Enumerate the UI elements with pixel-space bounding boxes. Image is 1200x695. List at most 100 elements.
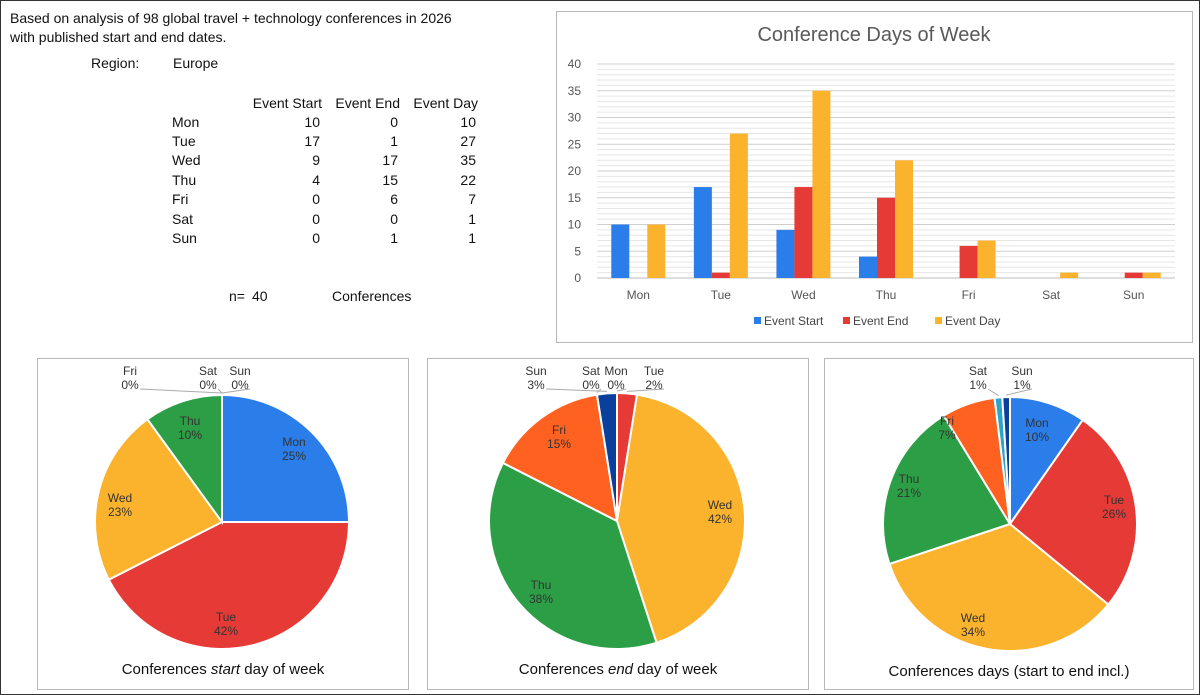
leader-line xyxy=(616,388,627,392)
summary-row-mon: Mon 10 0 10 xyxy=(169,112,478,131)
pie-label-thu: Thu xyxy=(899,472,920,486)
bar-event-day-sat xyxy=(1060,272,1079,278)
summary-cell-eventday: 7 xyxy=(468,191,476,208)
summary-cell-start: 9 xyxy=(312,152,320,169)
y-tick-label: 10 xyxy=(568,218,582,232)
pie-pct-tue: 42% xyxy=(214,624,238,638)
pie-label-mon: Mon xyxy=(1025,416,1048,430)
summary-cell-start: 0 xyxy=(312,210,320,227)
summary-cell-start: 0 xyxy=(312,230,320,247)
bar-event-end-sun xyxy=(1124,272,1143,278)
bar-event-day-tue xyxy=(729,133,748,278)
pie-pct-thu: 10% xyxy=(178,428,202,442)
pie-label-fri: Fri xyxy=(940,414,954,428)
summary-cell-eventday: 10 xyxy=(460,113,476,130)
pie-slice-thu xyxy=(145,393,223,526)
pie-slice-tue xyxy=(1008,418,1138,606)
pie-slice-mon xyxy=(1009,395,1085,528)
pie-pct-wed: 34% xyxy=(961,625,985,639)
x-tick-label: Sun xyxy=(1123,288,1144,302)
pie-pct-tue: 2% xyxy=(645,378,663,392)
summary-header-blank xyxy=(169,93,244,112)
summary-cell-end: 0 xyxy=(390,210,398,227)
summary-cell-start: 0 xyxy=(312,191,320,208)
region-value: Europe xyxy=(173,55,219,71)
bar-event-end-tue xyxy=(711,272,730,278)
bar-event-start-tue xyxy=(693,187,712,278)
summary-row-tue: Tue 17 1 27 xyxy=(169,131,478,150)
y-tick-label: 30 xyxy=(568,111,582,125)
pie-label-fri: Fri xyxy=(552,423,566,437)
leader-line xyxy=(217,388,223,394)
n-value: 40 xyxy=(252,288,268,304)
bar-event-end-fri xyxy=(959,245,978,278)
n-unit: Conferences xyxy=(332,288,412,304)
pie-label-sun: Sun xyxy=(229,364,250,378)
summary-cell-end: 15 xyxy=(382,171,398,188)
pie-end-title-2: end xyxy=(607,661,634,678)
bar-event-end-wed xyxy=(794,187,813,278)
y-tick-label: 40 xyxy=(568,57,582,71)
summary-row-fri: Fri 0 6 7 xyxy=(169,190,478,209)
pie-label-mon: Mon xyxy=(282,435,305,449)
x-tick-label: Wed xyxy=(791,288,815,302)
legend-label: Event Start xyxy=(764,314,824,328)
summary-cell-day: Sat xyxy=(172,210,194,227)
pie-start-title: Conferences start day of week xyxy=(38,661,408,678)
pie-end-title-3: day of week xyxy=(633,661,718,678)
region-label: Region: xyxy=(91,55,140,71)
pie-label-sun: Sun xyxy=(1011,364,1032,378)
pie-slice-wed xyxy=(615,393,746,644)
legend-swatch xyxy=(843,317,850,324)
bar-event-day-wed xyxy=(812,90,831,278)
pie-label-sat: Sat xyxy=(582,364,601,378)
y-tick-label: 0 xyxy=(574,271,581,285)
leader-line xyxy=(545,388,607,392)
summary-header-end: Event End xyxy=(335,94,400,111)
summary-header-eventday: Event Day xyxy=(413,94,478,111)
pie-pct-fri: 7% xyxy=(938,428,956,442)
leader-line xyxy=(221,388,251,394)
pie-slice-wed xyxy=(888,522,1110,652)
x-tick-label: Tue xyxy=(711,288,732,302)
x-tick-label: Sat xyxy=(1042,288,1061,302)
bar-event-day-mon xyxy=(647,224,666,278)
leader-line xyxy=(987,388,999,396)
y-tick-label: 15 xyxy=(568,191,582,205)
pie-label-wed: Wed xyxy=(708,498,732,512)
summary-cell-day: Wed xyxy=(172,152,201,169)
summary-table-header: Event Start Event End Event Day xyxy=(169,93,478,112)
pie-slice-thu xyxy=(488,461,658,650)
summary-cell-eventday: 1 xyxy=(468,230,476,247)
pie-pct-wed: 42% xyxy=(708,512,732,526)
pie-pct-wed: 23% xyxy=(108,505,132,519)
pie-label-tue: Tue xyxy=(1104,493,1125,507)
pie-start-title-2: start xyxy=(210,661,241,678)
x-tick-label: Mon xyxy=(627,288,650,302)
bar-chart: Conference Days of Week 0 5 10 15 20 25 30 35 40 M… xyxy=(568,24,1175,328)
bar-event-day-fri xyxy=(977,240,996,278)
pie-label-sat: Sat xyxy=(969,364,988,378)
pie-label-thu: Thu xyxy=(180,414,201,428)
summary-table-body: Mon 10 0 10 Tue 17 1 27 Wed 9 17 35 Thu 4 15 22 Fri 0 6 7 Sa… xyxy=(169,112,478,248)
pie-slice-tue xyxy=(107,521,351,650)
legend-swatch xyxy=(935,317,942,324)
pie-label-wed: Wed xyxy=(108,491,132,505)
legend-label: Event Day xyxy=(945,314,1000,328)
leader-line xyxy=(627,388,665,392)
pie-label-tue: Tue xyxy=(216,610,237,624)
x-tick-label: Fri xyxy=(962,288,976,302)
pie-end-title: Conferences end day of week xyxy=(428,661,808,678)
pie-label-mon: Mon xyxy=(604,364,627,378)
summary-row-sun: Sun 0 1 1 xyxy=(169,228,478,247)
summary-cell-eventday: 35 xyxy=(460,152,476,169)
summary-cell-end: 1 xyxy=(390,133,398,150)
pie-slice-sun xyxy=(1001,395,1011,525)
pie-start-panel: Mon 25% Tue 42% Wed 23% Thu 10% Fri 0% Sat 0% Sun 0% … xyxy=(37,358,409,690)
y-tick-label: 35 xyxy=(568,84,582,98)
pie-slice-mon xyxy=(221,393,351,523)
pie-label-tue: Tue xyxy=(644,364,665,378)
